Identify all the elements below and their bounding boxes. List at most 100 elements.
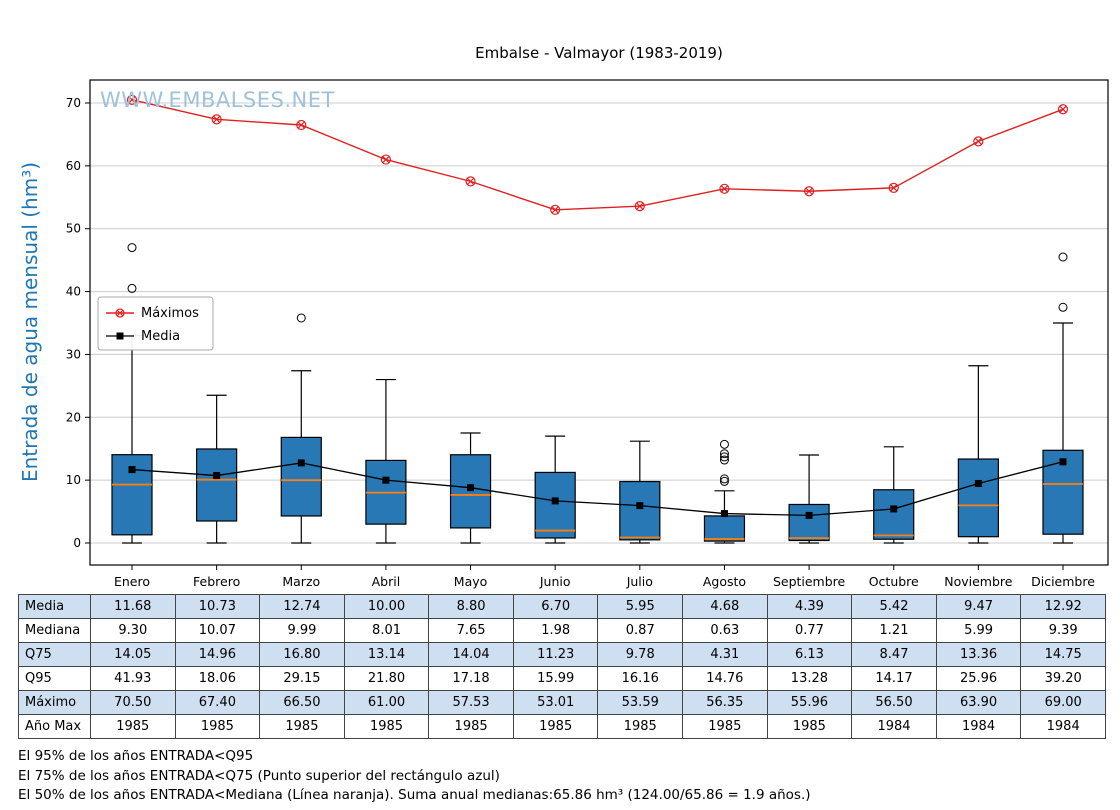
table-row-mediana: Mediana 9.30 10.07 9.99 8.01 7.65 1.98 0.87 0.63… [18,618,1106,643]
maximos-line [126,94,1069,215]
boxplot-junio [534,435,576,544]
table-cell: 70.50 [90,690,176,715]
table-cell: 53.01 [512,690,599,715]
outlier [719,449,729,459]
x-tick-label: Marzo [282,574,320,589]
table-cell: 69.00 [1020,690,1106,715]
media-marker [382,476,390,484]
table-cell: 0.87 [597,618,684,643]
legend-maximos-marker [115,308,125,318]
table-cell: 63.90 [935,690,1022,715]
table-cell: 1985 [428,714,514,739]
outlier [127,243,137,253]
boxplot-agosto [703,439,746,544]
table-cell: 5.95 [597,594,684,619]
media-marker [297,459,305,467]
chart-title: Embalse - Valmayor (1983-2019) [475,44,723,62]
outlier [127,283,137,293]
table-cell: 18.06 [174,666,261,691]
boxplot-julio [619,440,661,544]
outlier [1058,302,1068,312]
x-tick-label: Diciembre [1031,574,1095,589]
table-cell: 1985 [259,714,345,739]
chart-area: 0 10 20 30 40 50 60 70 Enero Febrero Marzo Abril May… [18,44,1109,589]
footnote-q95: El 95% de los años ENTRADA<Q95 [18,748,254,764]
row-label: Q95 [18,666,91,691]
table-cell: 14.76 [682,666,768,691]
table-cell: 13.36 [935,642,1022,667]
maximos-marker [465,176,476,187]
maximos-marker [1057,104,1069,115]
boxplot-octubre [873,446,915,544]
row-label: Media [18,594,91,619]
table-cell: 67.40 [174,690,261,715]
table-cell: 16.80 [259,642,345,667]
outlier [719,439,729,449]
x-tick-label: Octubre [869,574,919,589]
media-path [131,461,1064,517]
maximos-marker [634,201,645,212]
table-cell: 14.17 [851,666,937,691]
maximos-marker [296,119,307,131]
table-cell: 14.05 [90,642,176,667]
table-cell: 6.70 [512,594,599,619]
media-marker [974,479,982,487]
box [957,458,999,538]
table-cell: 61.00 [343,690,430,715]
x-tick-label: Agosto [703,574,746,589]
y-tick-label: 0 [73,536,81,550]
y-tick-label: 50 [66,222,81,236]
legend-maximos-label: Máximos [141,306,199,321]
stats-table: Media 11.68 10.73 12.74 10.00 8.80 6.70 5.95 4.6… [18,594,1106,739]
boxplot-enero [111,243,153,544]
table-cell: 39.20 [1020,666,1106,691]
table-cell: 0.77 [766,618,853,643]
y-axis-label: Entrada de agua mensual (hm³) [18,161,42,483]
table-cell: 4.68 [682,594,768,619]
maximos-path [131,99,1064,211]
table-cell: 14.96 [174,642,261,667]
table-cell: 53.59 [597,690,684,715]
table-cell: 56.35 [682,690,768,715]
boxplot-marzo [280,313,322,544]
x-tick-label: Enero [114,574,150,589]
legend-media-label: Media [141,329,180,344]
table-cell: 8.01 [343,618,430,643]
table-cell: 11.23 [512,642,599,667]
table-cell: 10.73 [174,594,261,619]
grid-layer: 0 10 20 30 40 50 60 70 [66,96,1108,550]
table-cell: 1.98 [512,618,599,643]
table-cell: 14.75 [1020,642,1106,667]
footnote-q75: El 75% de los años ENTRADA<Q75 (Punto su… [18,767,500,784]
maximos-marker [380,154,392,165]
boxplot-noviembre [957,365,999,544]
maximos-marker [803,186,815,197]
outlier [296,313,306,323]
box [788,503,830,542]
x-tick-label: Mayo [454,574,488,589]
table-cell: 8.80 [428,594,514,619]
table-cell: 55.96 [766,690,853,715]
boxes-layer [111,243,1084,544]
table-cell: 13.14 [343,642,430,667]
stats-table-body: Media 11.68 10.73 12.74 10.00 8.80 6.70 5.95 4.6… [18,594,1106,739]
footnotes: El 95% de los años ENTRADA<Q95 El 75% de… [18,747,1120,806]
row-label: Q75 [18,642,91,667]
media-marker [805,511,813,519]
outlier [1058,252,1068,262]
maximos-marker [719,183,730,194]
spine-layer [89,79,1109,566]
table-cell: 6.13 [766,642,853,667]
boxplot-septiembre [788,454,830,544]
table-cell: 1985 [766,714,853,739]
y-tick-label: 30 [66,347,81,361]
row-label: Máximo [18,690,91,715]
table-cell: 1985 [90,714,176,739]
table-cell: 29.15 [259,666,345,691]
outlier [719,452,729,462]
table-cell: 9.30 [90,618,176,643]
maximos-marker [211,114,222,125]
table-cell: 1985 [343,714,430,739]
table-cell: 1985 [174,714,261,739]
table-cell: 9.78 [597,642,684,667]
